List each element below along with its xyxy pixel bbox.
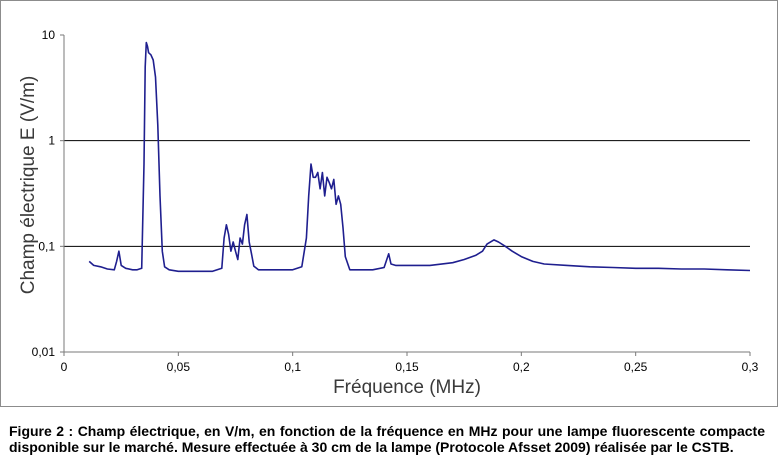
y-tick-label: 0,01 (32, 345, 56, 359)
y-tick-label: 0,1 (38, 239, 55, 253)
series-line (88, 41, 751, 273)
x-tick-label: 0,15 (395, 360, 419, 374)
y-tick-label: 1 (48, 134, 55, 148)
x-tick-label: 0 (61, 360, 68, 374)
figure-caption: Figure 2 : Champ électrique, en V/m, en … (9, 423, 765, 455)
y-axis-label: Champ électrique E (V/m) (18, 76, 39, 295)
x-tick-label: 0,1 (284, 360, 301, 374)
x-ticks: 0 0,05 0,1 0,15 0,2 0,25 0,3 (61, 352, 759, 374)
x-axis-label: Fréquence (MHz) (333, 377, 481, 398)
series-group (88, 41, 751, 273)
gridlines (64, 140, 750, 247)
chart-frame (0, 0, 778, 407)
y-tick-label: 10 (42, 28, 56, 42)
x-tick-label: 0,3 (742, 360, 759, 374)
caption-text: Champ électrique, en V/m, en fonction de… (9, 423, 765, 455)
y-ticks: 0,01 0,1 1 10 (32, 28, 64, 359)
chart: 0 0,05 0,1 0,15 0,2 0,25 0,3 0,01 0,1 1 10 Fréque… (18, 28, 759, 398)
axes (63, 35, 750, 353)
x-tick-label: 0,05 (167, 360, 191, 374)
x-tick-label: 0,2 (513, 360, 530, 374)
x-tick-label: 0,25 (624, 360, 648, 374)
caption-prefix: Figure 2 : (9, 423, 78, 439)
